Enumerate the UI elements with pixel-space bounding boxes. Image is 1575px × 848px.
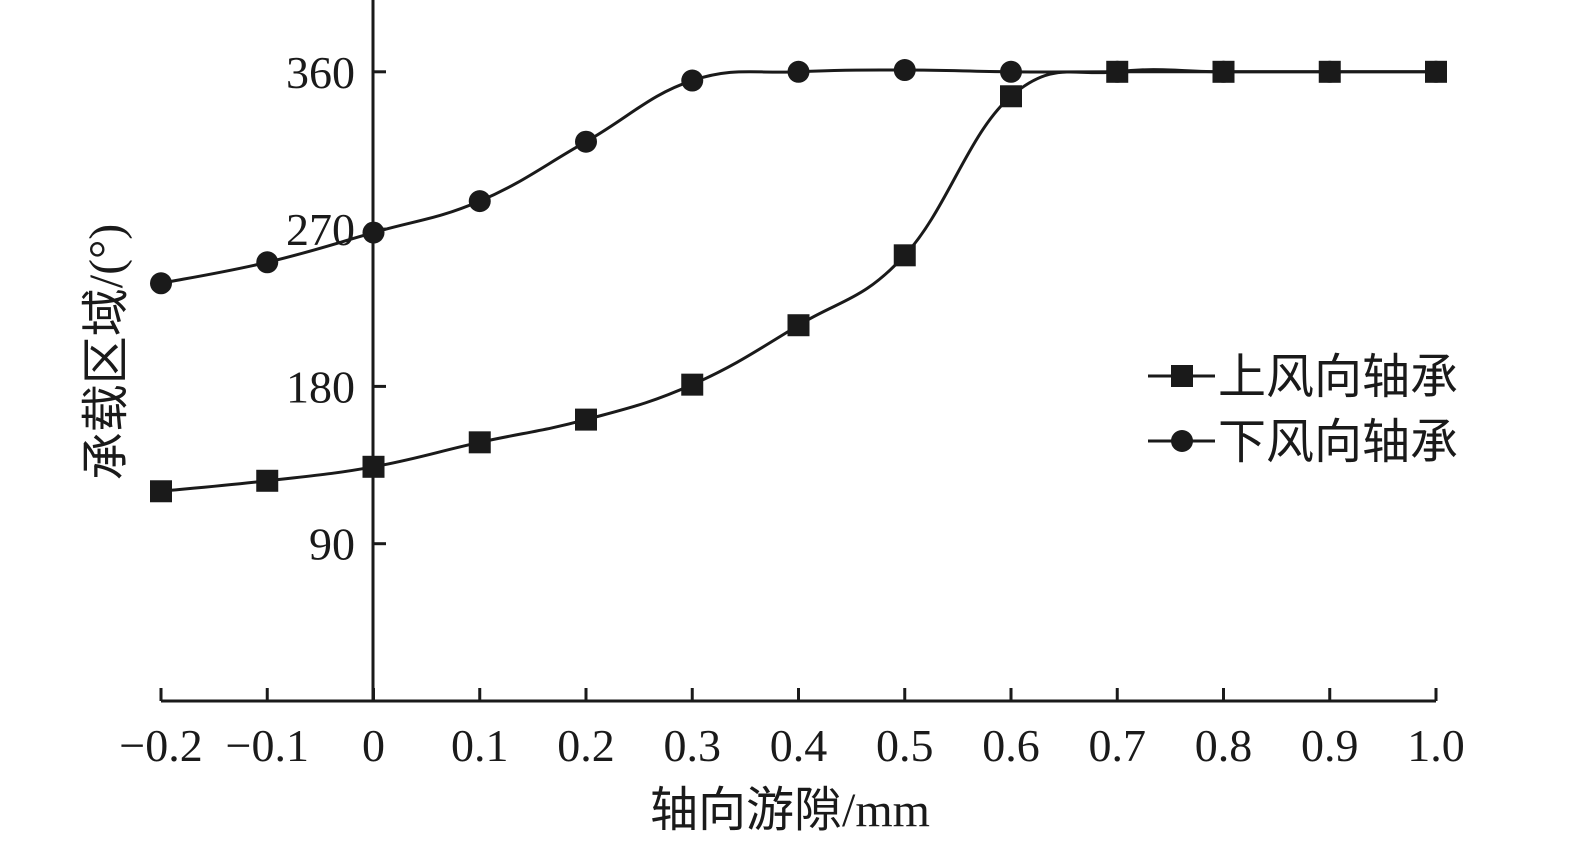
circle-marker — [575, 130, 597, 153]
series-2 — [150, 59, 1447, 295]
x-tick-label: 0.6 — [982, 720, 1040, 771]
square-marker — [575, 408, 597, 431]
x-tick-label: 0.9 — [1301, 720, 1359, 771]
x-tick-label: 1.0 — [1407, 720, 1465, 771]
circle-marker — [468, 190, 491, 213]
circle-marker — [681, 69, 704, 92]
circle-marker — [1000, 60, 1022, 83]
square-marker — [1000, 85, 1022, 108]
square-marker — [468, 431, 491, 454]
square-marker — [787, 314, 810, 337]
series-layer — [150, 59, 1447, 503]
circle-marker — [1106, 60, 1129, 83]
circle-marker — [1318, 60, 1341, 83]
square-marker — [150, 480, 172, 503]
y-tick-label: 360 — [286, 47, 355, 98]
x-tick-label: 0.5 — [876, 720, 934, 771]
legend-circle-marker — [1171, 430, 1193, 452]
circle-marker — [362, 221, 385, 244]
y-axis-title: 承载区域/(°) — [80, 224, 133, 481]
circle-marker — [893, 59, 916, 82]
legend-label: 下风向轴承 — [1218, 416, 1458, 469]
y-tick-label: 180 — [286, 361, 355, 412]
circle-marker — [150, 272, 172, 295]
circle-marker — [1212, 60, 1235, 83]
x-tick-label: 0.2 — [557, 720, 615, 771]
x-tick-label: −0.1 — [226, 720, 309, 771]
circle-marker — [1425, 60, 1447, 83]
circle-marker — [787, 60, 810, 83]
circle-marker — [256, 251, 279, 274]
square-marker — [362, 455, 385, 478]
x-axis-title: 轴向游隙/mm — [650, 784, 930, 837]
y-tick-label: 90 — [309, 519, 355, 570]
x-tick-label: 0.8 — [1195, 720, 1253, 771]
square-marker — [256, 469, 279, 492]
legend-item: 上风向轴承 — [1148, 351, 1458, 404]
legend-square-marker — [1171, 365, 1193, 387]
x-tick-label: 0 — [362, 720, 385, 771]
x-tick-label: 0.1 — [451, 720, 509, 771]
x-tick-label: 0.3 — [664, 720, 722, 771]
x-tick-label: 0.7 — [1089, 720, 1147, 771]
x-ticks: −0.2 −0.1 0 0.1 0.2 0.3 0.4 0.5 0.6 0.7 0.8 0.9 1.0 — [119, 688, 1465, 771]
square-marker — [681, 373, 704, 396]
x-tick-label: −0.2 — [119, 720, 202, 771]
square-marker — [893, 244, 916, 267]
x-tick-label: 0.4 — [770, 720, 828, 771]
legend-label: 上风向轴承 — [1218, 351, 1458, 404]
legend-item: 下风向轴承 — [1148, 416, 1458, 469]
